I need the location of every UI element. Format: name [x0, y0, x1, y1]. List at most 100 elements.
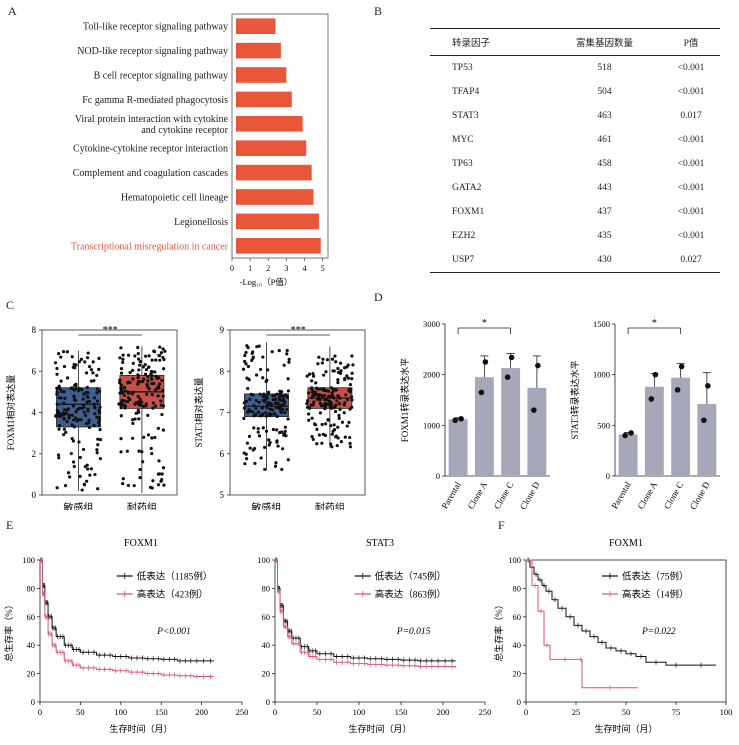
data-point [137, 368, 141, 372]
data-point [246, 386, 250, 391]
data-point [98, 438, 103, 442]
data-point [343, 376, 347, 381]
data-point [347, 420, 351, 424]
data-point [245, 344, 249, 348]
data-point [82, 392, 86, 396]
data-point [478, 389, 485, 396]
data-point [329, 424, 333, 428]
data-point [161, 394, 165, 398]
data-point [242, 416, 246, 421]
data-point [265, 396, 269, 400]
data-point [137, 449, 141, 453]
data-point [324, 422, 328, 426]
data-point [317, 355, 321, 359]
data-point [118, 381, 122, 385]
x-tick-label: 50 [622, 707, 631, 717]
data-point [272, 412, 277, 416]
data-point [72, 464, 76, 469]
data-point [274, 461, 278, 465]
y-tick-label: 0 [266, 697, 270, 707]
data-point [251, 350, 255, 354]
data-point [62, 432, 66, 437]
y-tick-label: 3000 [423, 319, 440, 329]
data-point [259, 456, 263, 460]
data-point [242, 451, 246, 455]
y-tick-label: 80 [27, 583, 36, 593]
data-point [324, 388, 328, 393]
data-point [146, 379, 150, 383]
data-point [318, 411, 323, 415]
data-point [262, 399, 267, 404]
data-point [92, 379, 96, 383]
y-tick-label: 1000 [423, 420, 440, 430]
tf-name-cell: TP53 [452, 63, 473, 73]
data-point [96, 487, 100, 491]
data-point [138, 359, 142, 364]
tf-name-cell: MYC [452, 135, 474, 145]
y-tick-label: 20 [262, 669, 271, 679]
data-point [123, 389, 127, 393]
data-point [96, 443, 100, 447]
data-point [243, 359, 247, 364]
data-point [149, 372, 153, 376]
data-point [121, 360, 125, 364]
data-point [76, 407, 80, 412]
data-point [327, 394, 331, 398]
y-tick-label: 0 [517, 697, 521, 707]
table-row: TP53 518 <0.001 [430, 56, 720, 81]
data-point [281, 447, 285, 451]
data-point [242, 406, 246, 410]
x-tick-label: 耐药组 [127, 501, 157, 510]
data-point [286, 417, 290, 421]
data-point [121, 477, 125, 481]
data-point [329, 386, 334, 390]
y-tick-label: 2 [32, 449, 37, 459]
data-point [72, 425, 77, 429]
data-point [65, 419, 69, 424]
data-point [150, 377, 154, 381]
data-point [277, 395, 281, 399]
data-point [78, 474, 82, 479]
data-point [268, 407, 272, 411]
data-point [321, 386, 326, 391]
data-point [93, 405, 97, 409]
data-point [147, 365, 151, 369]
y-tick-label: 40 [27, 640, 36, 650]
data-point [160, 378, 164, 383]
y-tick-label: 4 [32, 408, 37, 418]
x-tick-label: 敏感组 [63, 501, 93, 510]
data-point [348, 445, 353, 449]
category-label: Toll-like receptor signaling pathway [83, 22, 228, 33]
data-point [131, 418, 135, 422]
data-point [55, 390, 59, 394]
data-point [287, 357, 291, 361]
data-point [150, 486, 154, 490]
data-point [141, 379, 145, 384]
data-point [141, 460, 145, 464]
data-point [77, 360, 81, 364]
data-point [252, 447, 257, 451]
data-point [338, 371, 343, 375]
data-point [98, 405, 102, 409]
data-point [63, 396, 67, 400]
data-point [72, 398, 77, 402]
gene-count-cell: 435 [597, 231, 612, 241]
data-point [118, 356, 122, 360]
data-point [334, 388, 338, 392]
bar [474, 377, 494, 476]
data-point [142, 435, 146, 439]
data-point [160, 412, 164, 417]
data-point [119, 414, 123, 418]
tf-name-cell: TP63 [452, 159, 473, 169]
data-point [70, 413, 74, 418]
data-point [310, 416, 314, 420]
data-point [72, 418, 76, 422]
data-point [318, 387, 322, 391]
data-point [247, 434, 252, 438]
data-point [311, 437, 315, 441]
data-point [257, 410, 261, 414]
data-point [285, 352, 289, 356]
data-point [153, 404, 158, 408]
data-point [266, 368, 270, 372]
bar [697, 404, 717, 476]
